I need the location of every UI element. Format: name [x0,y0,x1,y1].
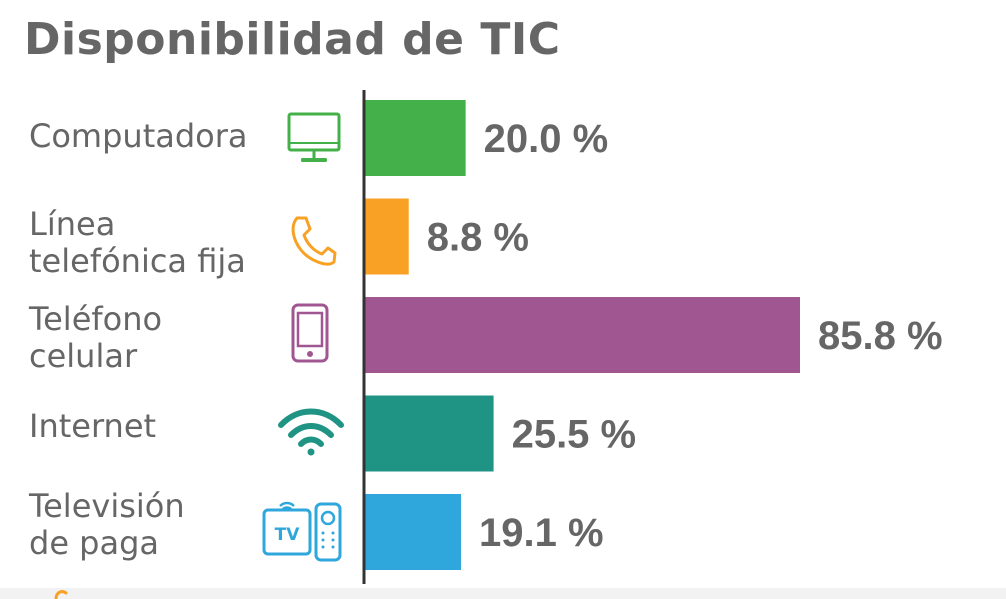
bar-3 [364,395,494,472]
bar-0 [364,100,466,176]
value-label-2: 85.8 % [818,314,943,358]
category-label-line: Computadora [29,117,248,155]
footer-decoration-icon [54,590,68,599]
category-label-line: Televisión [29,487,185,525]
category-label-line: de paga [29,524,160,562]
category-label-3: Internet [29,408,156,445]
bar-4 [364,494,462,570]
bar-2 [364,297,800,373]
value-label-3: 25.5 % [512,413,637,457]
bar-1 [364,198,409,275]
value-label-1: 8.8 % [427,216,529,260]
wifi-icon [278,408,344,456]
telephone-handset-icon [291,216,337,266]
mobile-phone-icon [291,303,329,363]
category-label-line: telefónica fija [29,242,246,280]
category-label-2: Teléfono celular [29,301,162,375]
category-label-line: Teléfono [29,300,163,338]
value-label-0: 20.0 % [484,117,609,161]
value-label-4: 19.1 % [479,511,604,555]
category-label-line: celular [29,337,138,375]
category-label-line: Línea [29,205,116,243]
category-label-4: Televisión de paga [29,488,185,562]
footer-strip [0,588,1006,599]
svg-text:TV: TV [275,525,301,545]
category-label-line: Internet [29,407,157,445]
category-label-1: Línea telefónica fija [29,206,246,280]
category-label-0: Computadora [29,118,248,155]
chart-title: Disponibilidad de TIC [24,14,561,65]
computer-monitor-icon [287,112,341,162]
tv-remote-icon: TV [262,501,342,562]
